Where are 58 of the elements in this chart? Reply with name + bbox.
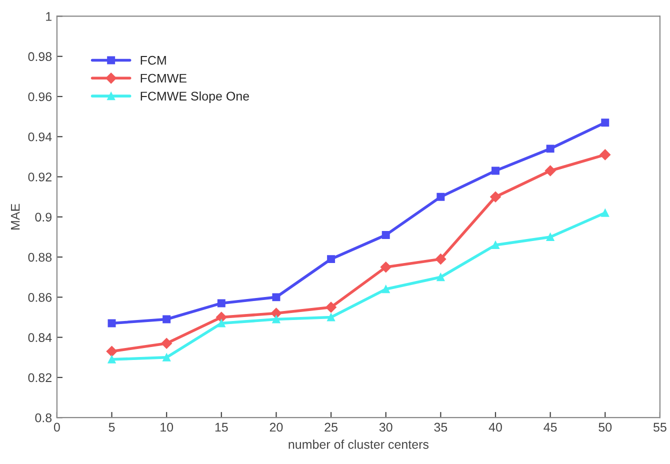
point [601,118,610,127]
y-axis-title: MAE [11,204,20,230]
point [600,149,611,160]
point [546,232,554,241]
y-tick-label: 0.94 [28,132,52,142]
y-tick-label: 0.88 [28,252,52,262]
x-tick-label: 15 [215,422,228,432]
point [492,166,500,175]
point [162,353,171,362]
point [436,192,445,201]
point [326,302,336,313]
point [435,254,446,264]
point [601,208,610,217]
point [217,299,226,308]
point [327,255,336,264]
point [546,144,554,153]
point [108,355,116,364]
x-tick-label: 20 [270,422,283,432]
point [270,308,282,319]
x-tick-label: 40 [488,422,502,432]
point [382,285,390,294]
y-tick-label: 0.84 [28,333,52,342]
x-tick-label: 45 [544,422,557,432]
y-tick-label: 0.9 [35,212,52,222]
x-tick-label: 10 [160,422,174,432]
y-tick-label: 0.98 [28,52,52,62]
point [272,293,280,302]
point [217,319,226,328]
point [490,191,501,202]
point [544,165,556,176]
legend-label: FCMWE Slope One [140,91,250,104]
point [272,315,280,324]
point [161,338,172,349]
x-tick-label: 25 [324,422,338,432]
legend-label: FCM [140,56,166,65]
x-tick-label: 55 [654,422,666,432]
y-tick-label: 0.96 [28,92,52,102]
point [327,313,336,322]
x-tick-label: 5 [108,422,115,432]
x-tick-label: 35 [434,422,448,432]
y-tick-label: 0.92 [28,172,52,182]
point [108,319,116,328]
point [380,262,392,273]
y-tick-label: 0.82 [28,373,52,382]
x-tick-label: 30 [379,422,392,432]
point [436,273,445,282]
point [382,230,390,239]
x-tick-label: 0 [54,422,60,432]
legend-label: FCMWE [140,74,186,83]
y-tick-label: 1 [46,12,52,21]
y-tick-label: 0.86 [28,292,52,302]
point [162,315,171,324]
point [492,241,500,250]
point [216,312,227,323]
x-axis-title: number of cluster centers [288,440,429,449]
point [106,346,118,357]
x-tick-label: 50 [598,422,612,432]
y-tick-label: 0.8 [35,413,52,422]
